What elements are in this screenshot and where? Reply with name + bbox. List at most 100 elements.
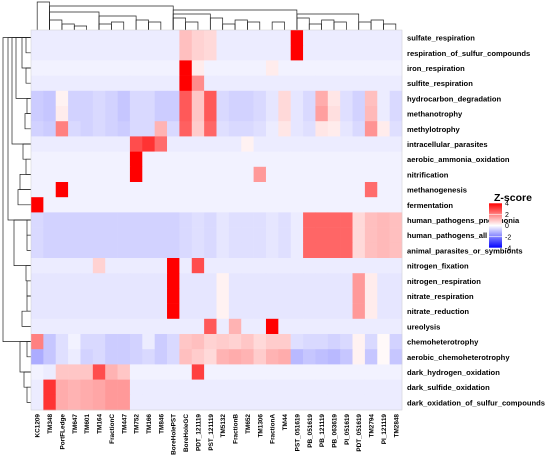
heatmap-cell [389,151,403,168]
heatmap-cell [68,60,81,76]
dendrogram-branch [296,13,360,30]
heatmap-cell [129,151,143,168]
heatmap-cell [228,227,242,244]
heatmap-cell [364,197,378,213]
dendrogram-branch [247,21,261,30]
heatmap-cell [278,90,291,107]
dendrogram-branch [209,17,224,30]
heatmap-cell [31,45,44,61]
dendrogram-branch [26,386,31,403]
heatmap-cell [364,334,378,350]
heatmap-cell [340,227,353,244]
dendrogram-branch [135,19,149,30]
heatmap-cell [92,151,106,168]
row-label: human_pathogens_pneumonia [407,216,520,225]
heatmap-cell [191,379,205,396]
heatmap-cell [68,121,81,137]
row-label: nitrogen_respiration [407,277,481,286]
heatmap-cell [352,334,366,350]
heatmap-cell [327,273,341,289]
heatmap-cell [278,273,291,289]
heatmap-cell [228,288,242,304]
heatmap-cell [179,30,193,46]
heatmap-cell [377,30,390,46]
heatmap-cell [154,394,168,411]
heatmap-cell [327,30,341,46]
row-label: human_pathogens_all [407,231,487,240]
heatmap-cells [30,29,403,411]
heatmap-cell [216,349,230,365]
heatmap-cell [228,379,242,396]
heatmap-cell [142,182,155,198]
heatmap-cell [105,273,118,289]
heatmap-cell [129,288,143,304]
heatmap-cell [154,303,168,320]
heatmap-cell [278,136,291,152]
dendrogram-branch [26,219,31,236]
column-label: TM348 [47,414,54,434]
dendrogram-branch [383,23,397,30]
heatmap-cell [68,258,81,274]
column-label: TM647 [72,414,79,434]
heatmap-cell [43,136,57,152]
heatmap-cell [216,258,230,274]
heatmap-cell [228,394,242,411]
heatmap-cell [92,273,106,289]
heatmap-cell [340,379,353,396]
heatmap-cell [142,75,155,92]
heatmap-cell [31,121,44,137]
heatmap-cell [216,334,230,350]
heatmap-cell [179,242,193,259]
heatmap-cell [241,60,254,76]
heatmap-cell [92,45,106,61]
column-label: BoreHolePST [171,414,178,455]
heatmap-cell [290,121,304,137]
heatmap-cell [43,288,57,304]
heatmap-cell [315,151,329,168]
heatmap-cell [253,318,267,335]
heatmap-cell [278,106,291,122]
row-label: dark_oxidation_of_sulfur_compounds [407,398,545,407]
heatmap-cell [278,197,291,213]
heatmap-cell [55,303,69,320]
heatmap-cell [179,364,193,380]
heatmap-cell [105,258,118,274]
dendrogram-branch [26,280,31,297]
heatmap-cell [389,136,403,152]
heatmap-cell [117,45,131,61]
heatmap-cell [117,273,131,289]
heatmap-cell [68,394,81,411]
heatmap-cell [191,75,205,92]
heatmap-cell [117,318,131,335]
row-label: nitrate_reduction [407,307,469,316]
heatmap-cell [364,182,378,198]
heatmap-cell [142,242,155,259]
heatmap-cell [340,30,353,46]
heatmap-cell [315,303,329,320]
heatmap-cell [204,364,217,380]
heatmap-cell [253,197,267,213]
heatmap-cell [117,334,131,350]
heatmap-cell [92,242,106,259]
heatmap-cell [92,364,106,380]
heatmap-cell [117,349,131,365]
heatmap-cell [204,121,217,137]
heatmap-cell [290,258,304,274]
heatmap-cell [265,90,279,107]
heatmap-cell [315,121,329,137]
heatmap-cell [241,182,254,198]
dendrogram-branch [36,1,50,30]
heatmap-cell [204,212,217,228]
heatmap-cell [364,106,378,122]
heatmap-cell [278,364,291,380]
heatmap-cell [265,45,279,61]
heatmap-cell [327,303,341,320]
heatmap-cell [241,121,254,137]
heatmap-cell [303,258,316,274]
heatmap-cell [352,197,366,213]
heatmap-cell [204,303,217,320]
heatmap-cell [117,182,131,198]
dendrogram-branch [148,21,162,30]
heatmap-cell [117,136,131,152]
heatmap-cell [105,30,118,46]
